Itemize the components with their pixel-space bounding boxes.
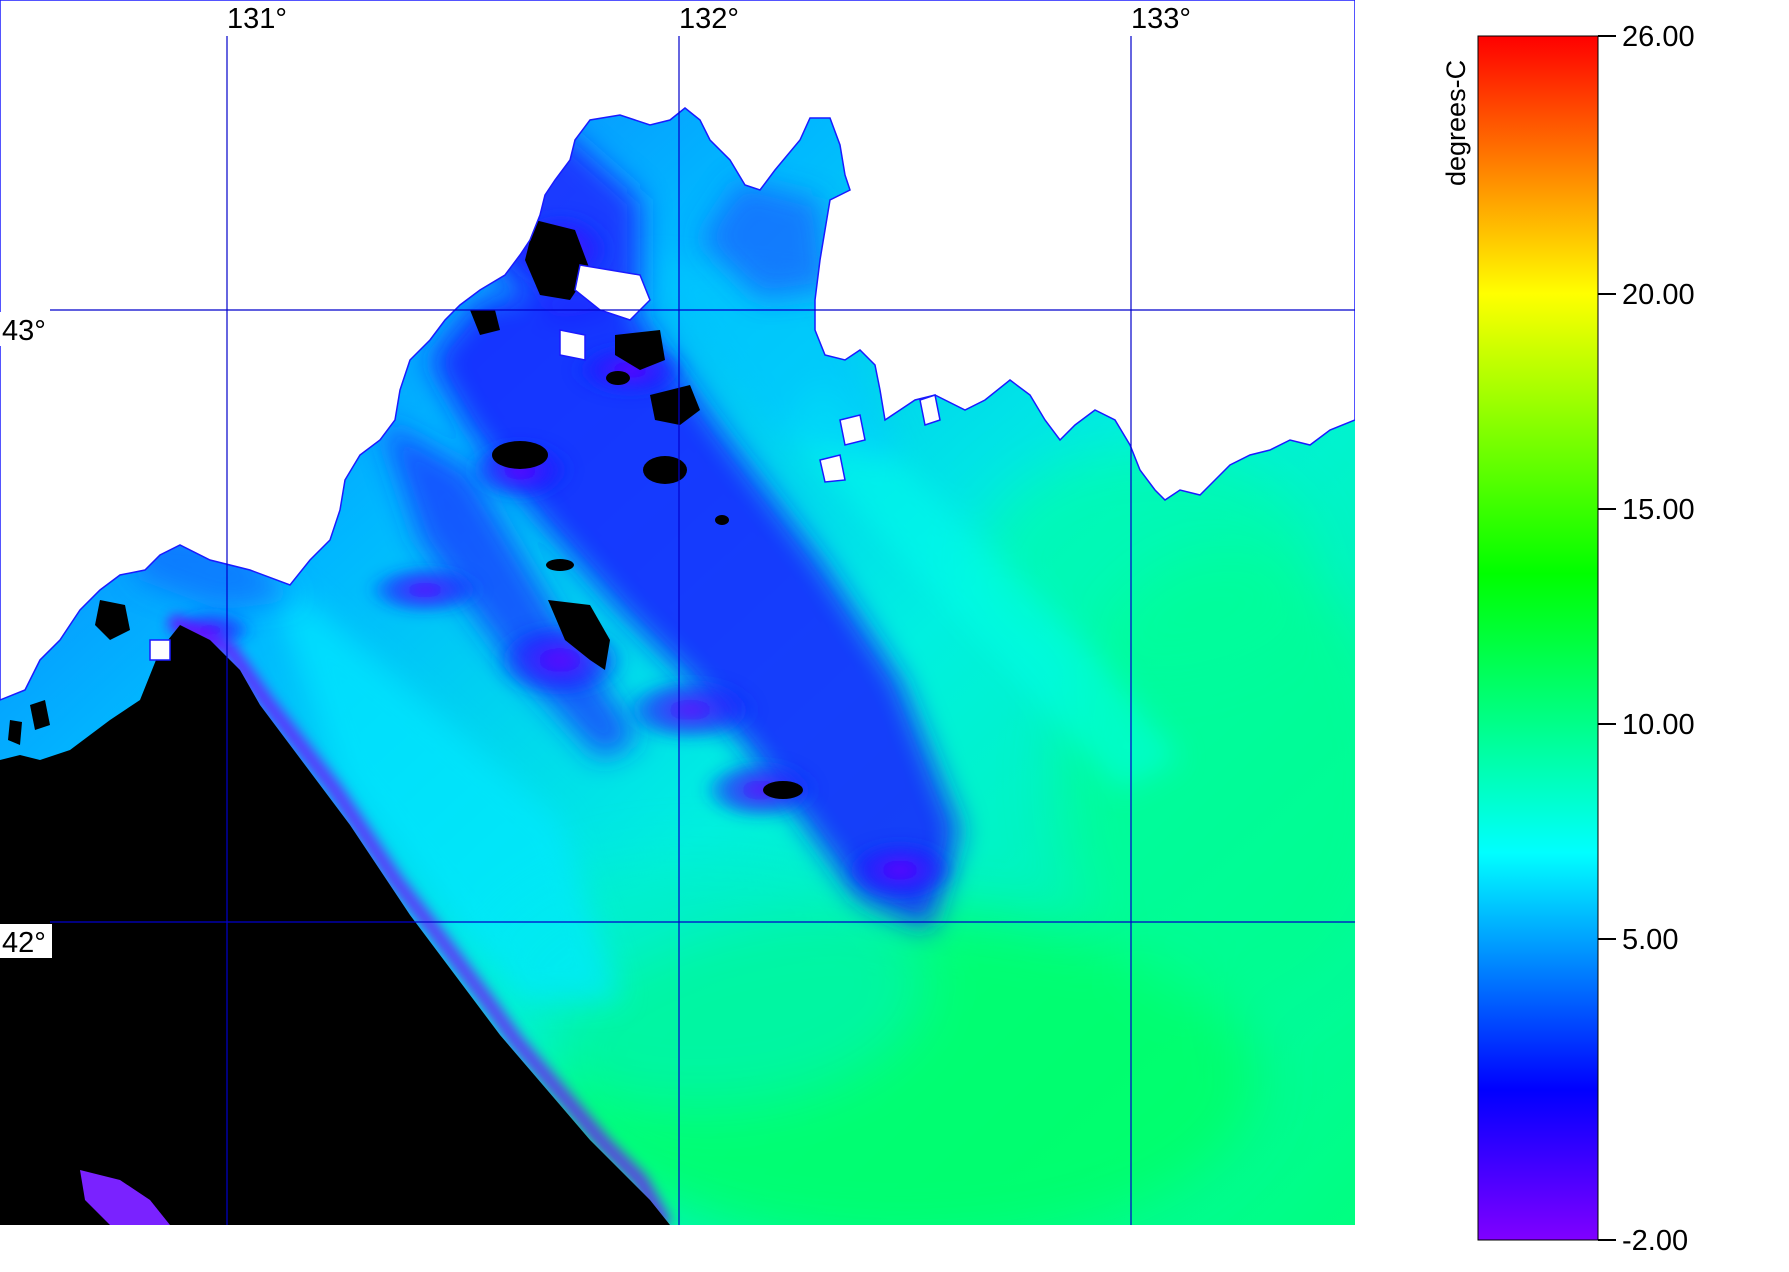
latitude-label-42: 42° [2, 927, 46, 959]
land-mask [0, 220, 803, 1225]
colorbar-tick-label: -2.00 [1622, 1225, 1688, 1257]
graticule [50, 36, 1355, 1225]
longitude-labels: 131° 132° 133° [227, 3, 1191, 35]
colorbar-unit-label: degrees-C [1441, 60, 1471, 186]
colorbar-tick-label: 10.00 [1622, 709, 1695, 741]
latitude-label-43: 43° [2, 315, 46, 347]
longitude-label-133: 133° [1131, 3, 1191, 35]
longitude-label-132: 132° [679, 3, 739, 35]
colorbar-tick-label: 5.00 [1622, 924, 1678, 956]
colorbar-scale [1477, 35, 1599, 1241]
map-area [0, 0, 1355, 1225]
korean-peninsula-land [0, 625, 670, 1225]
colorbar-tick-label: 20.00 [1622, 279, 1695, 311]
colorbar-tick-label: 26.00 [1622, 21, 1695, 53]
colorbar: 26.00 20.00 15.00 10.00 5.00 -2.00 degrees-C [1441, 21, 1695, 1257]
coastline [0, 0, 1355, 701]
colorbar-tick-label: 15.00 [1622, 494, 1695, 526]
longitude-label-131: 131° [227, 3, 287, 35]
colorbar-ticks: 26.00 20.00 15.00 10.00 5.00 -2.00 [1598, 21, 1695, 1257]
latitude-labels: 43° 42° [0, 312, 52, 959]
